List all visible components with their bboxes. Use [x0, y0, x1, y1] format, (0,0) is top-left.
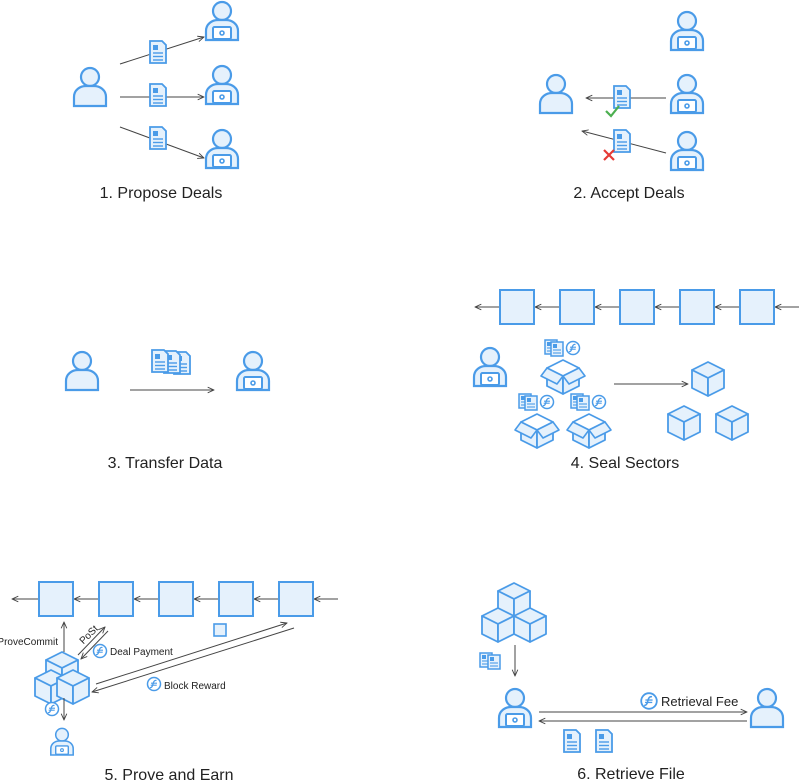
- step-prove-and-earn: ProveCommit PoSt Deal Payment Block Rewa…: [0, 581, 338, 784]
- document-icon: [576, 395, 590, 411]
- client-user-icon: [72, 66, 108, 108]
- miner-icon: [204, 0, 240, 42]
- box-icon: [667, 405, 701, 441]
- block-icon: [559, 289, 595, 325]
- box-icon: [566, 413, 612, 449]
- miner-icon: [204, 64, 240, 106]
- box-icon: [691, 361, 725, 397]
- block-icon: [739, 289, 775, 325]
- document-icon: [613, 85, 631, 109]
- step-propose-deals: 1. Propose Deals: [72, 0, 240, 202]
- step-accept-deals: 2. Accept Deals: [538, 10, 705, 202]
- filecoin-icon: [92, 643, 108, 659]
- miner-icon: [472, 346, 508, 388]
- box-icon: [540, 359, 586, 395]
- deal-payment-label: Deal Payment: [110, 647, 173, 658]
- miner-icon: [669, 10, 705, 52]
- caption-retrieve-file: 6. Retrieve File: [577, 766, 685, 783]
- document-icon: [595, 729, 613, 753]
- filecoin-icon: [565, 340, 581, 356]
- document-icon: [613, 129, 631, 153]
- caption-transfer-data: 3. Transfer Data: [108, 455, 223, 472]
- block-icon: [499, 289, 535, 325]
- block-icon: [218, 581, 254, 617]
- filecoin-icon: [539, 394, 555, 410]
- arrow-icon: [77, 627, 105, 656]
- miner-icon: [235, 350, 271, 392]
- filecoin-icon: [591, 394, 607, 410]
- filecoin-icon: [640, 692, 658, 710]
- document-icon: [563, 729, 581, 753]
- box-icon: [513, 607, 547, 643]
- document-icon: [550, 341, 564, 357]
- caption-propose-deals: 1. Propose Deals: [100, 185, 223, 202]
- client-user-icon: [749, 687, 785, 729]
- client-user-icon: [538, 73, 574, 115]
- filecoin-icon: [146, 676, 162, 692]
- box-icon: [481, 607, 515, 643]
- miner-icon: [669, 130, 705, 172]
- block-reward-label: Block Reward: [164, 681, 226, 692]
- block-icon: [278, 581, 314, 617]
- arrow-icon: [92, 627, 295, 692]
- provecommit-label: ProveCommit: [0, 637, 58, 648]
- arrow-icon: [81, 630, 109, 659]
- miner-icon: [204, 128, 240, 170]
- block-icon: [98, 581, 134, 617]
- block-icon: [158, 581, 194, 617]
- document-icon: [149, 83, 167, 107]
- document-icon: [524, 395, 538, 411]
- block-icon: [619, 289, 655, 325]
- retrieval-fee-label: Retrieval Fee: [661, 694, 738, 709]
- step-retrieve-file: Retrieval Fee 6. Retrieve File: [479, 582, 785, 783]
- client-user-icon: [64, 350, 100, 392]
- block-icon: [679, 289, 715, 325]
- document-icon: [487, 654, 501, 670]
- caption-prove-and-earn: 5. Prove and Earn: [105, 767, 234, 784]
- document-icon: [149, 126, 167, 150]
- step-transfer-data: 3. Transfer Data: [64, 349, 271, 472]
- box-icon: [514, 413, 560, 449]
- cross-icon: [603, 149, 615, 161]
- step-seal-sectors: 4. Seal Sectors: [472, 289, 799, 472]
- box-icon: [715, 405, 749, 441]
- caption-accept-deals: 2. Accept Deals: [573, 185, 684, 202]
- check-icon: [605, 105, 620, 118]
- document-icon: [151, 349, 169, 373]
- miner-icon: [50, 727, 74, 756]
- document-icon: [149, 40, 167, 64]
- box-icon: [56, 669, 90, 705]
- filecoin-icon: [44, 701, 60, 717]
- pending-block-icon: [213, 623, 227, 637]
- arrow-icon: [95, 623, 287, 685]
- caption-seal-sectors: 4. Seal Sectors: [571, 455, 680, 472]
- miner-icon: [669, 73, 705, 115]
- block-icon: [38, 581, 74, 617]
- miner-icon: [497, 687, 533, 729]
